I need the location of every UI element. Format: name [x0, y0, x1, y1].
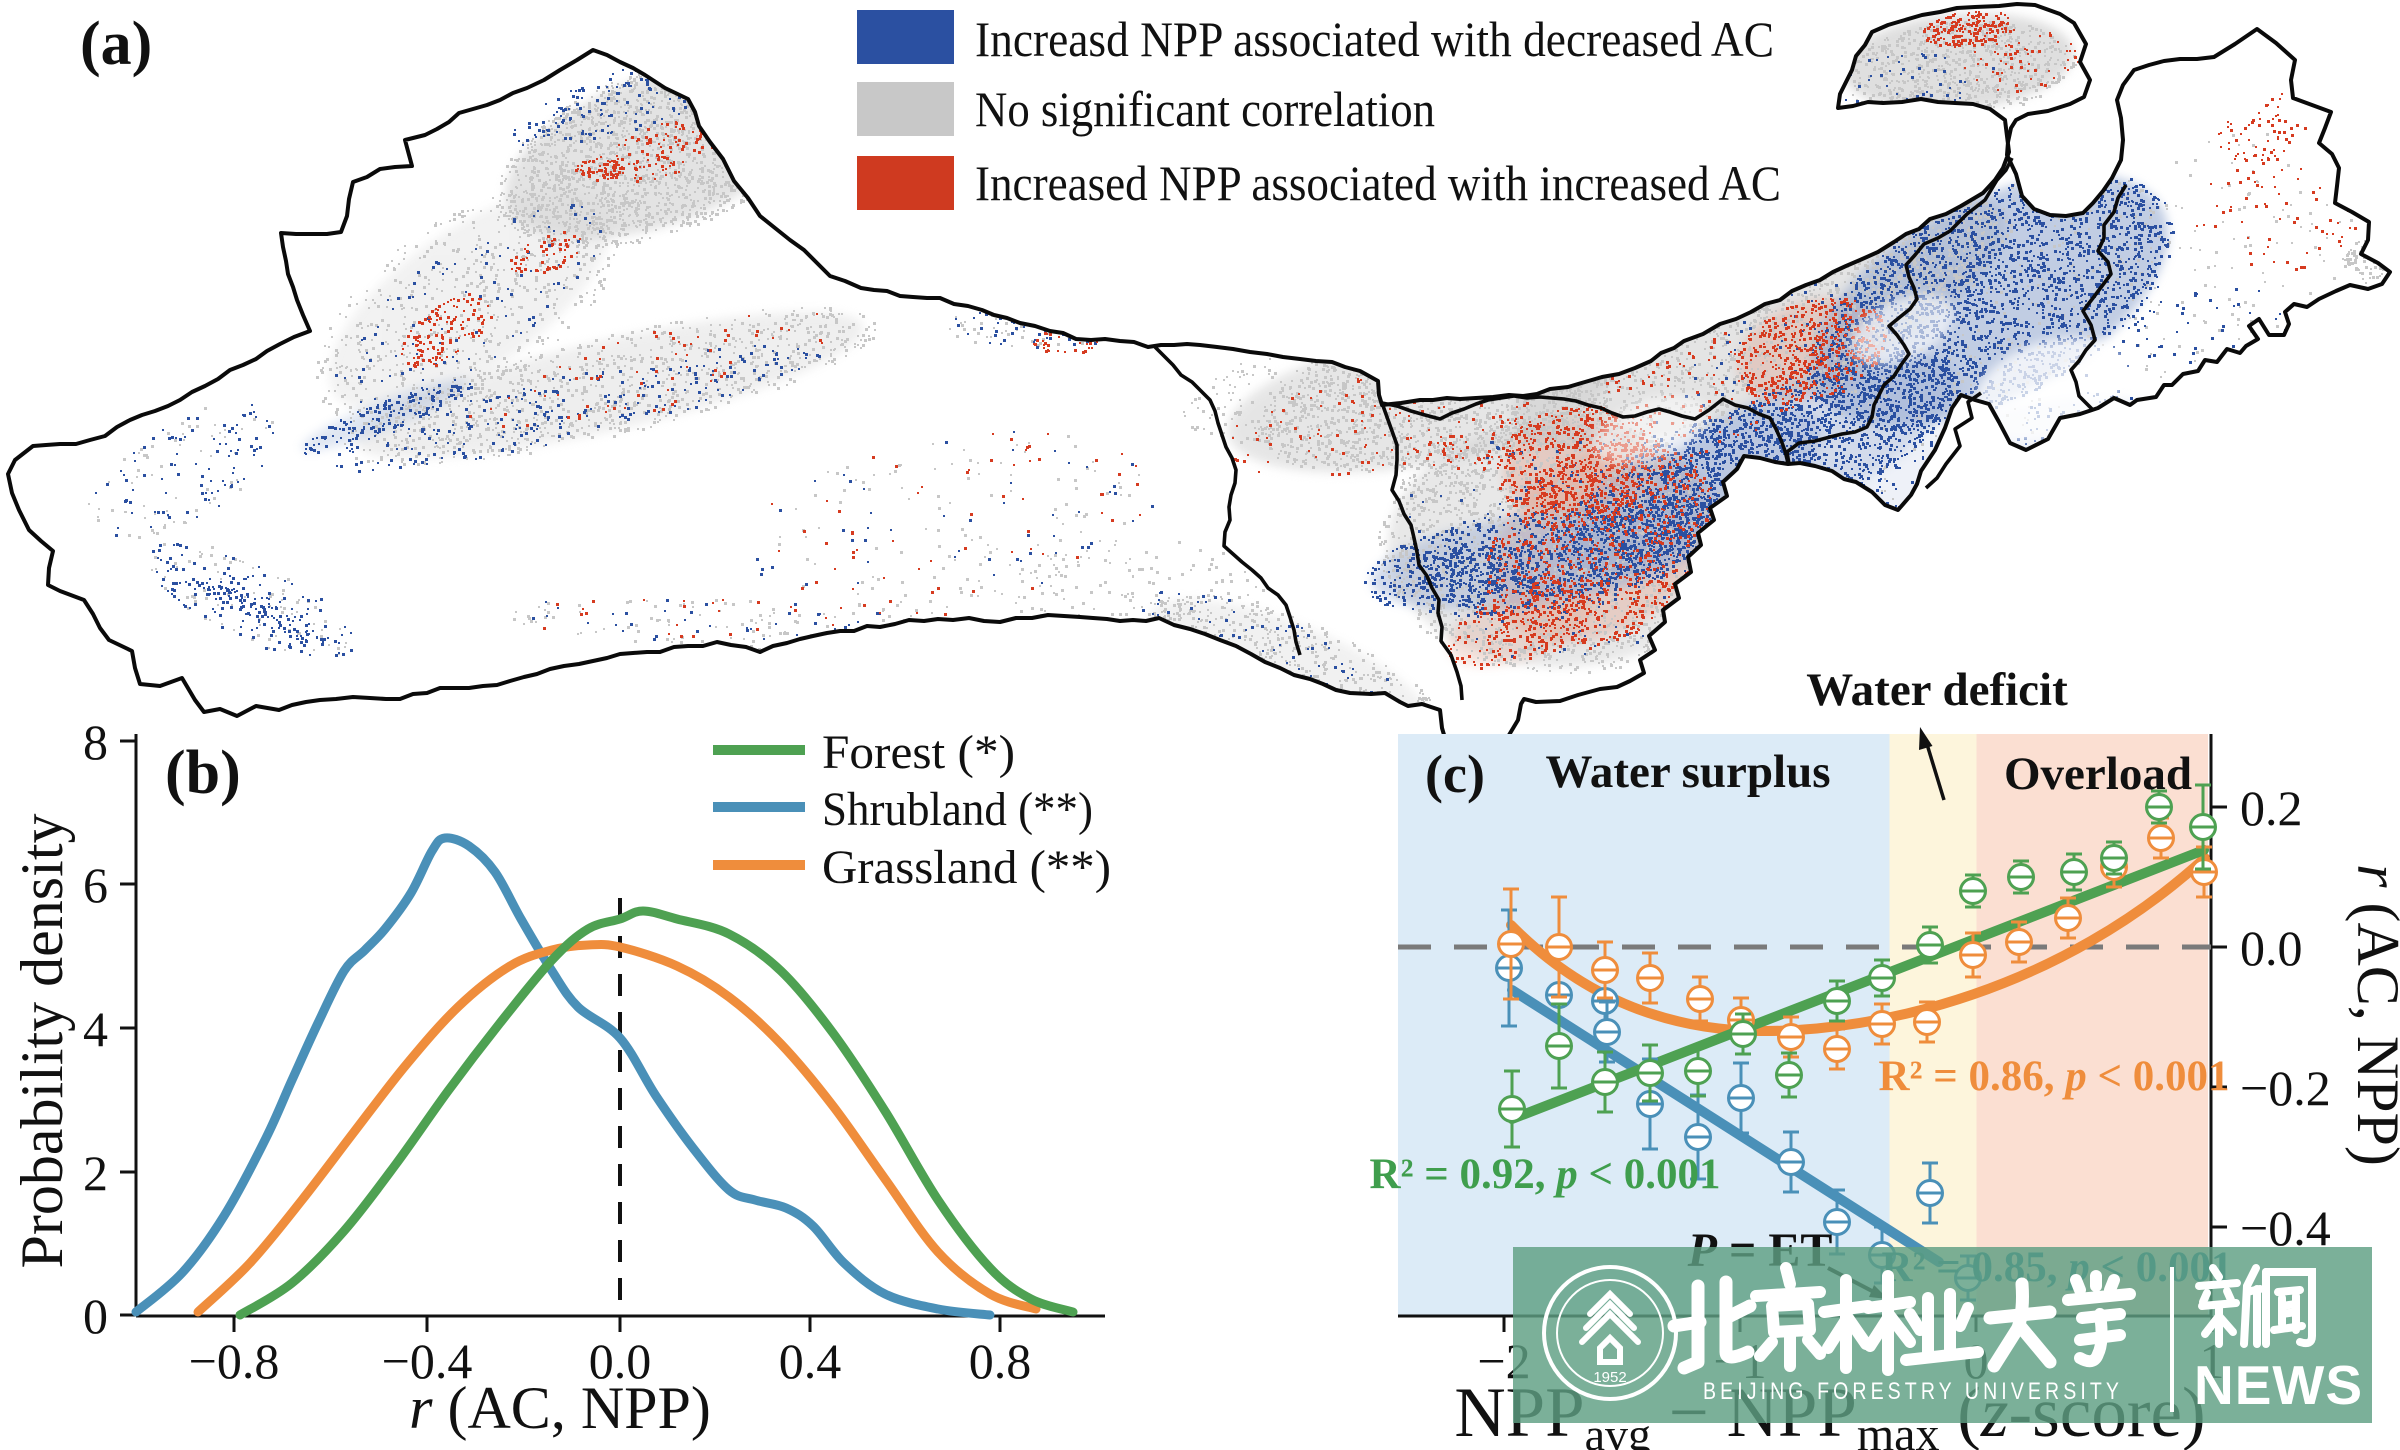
- svg-text:6: 6: [83, 857, 108, 913]
- svg-text:Probability density: Probability density: [9, 814, 75, 1269]
- svg-text:0.0: 0.0: [2240, 920, 2303, 976]
- svg-text:No significant correlation: No significant correlation: [975, 81, 1435, 137]
- svg-text:r (AC, NPP): r (AC, NPP): [409, 1375, 711, 1441]
- svg-text:R² = 0.92, p < 0.001: R² = 0.92, p < 0.001: [1370, 1151, 1721, 1198]
- svg-text:0.2: 0.2: [2240, 780, 2303, 836]
- svg-text:r (AC, NPP): r (AC, NPP): [2345, 864, 2400, 1166]
- svg-text:Forest (*): Forest (*): [822, 726, 1015, 779]
- svg-text:BEIJING FORESTRY UNIVERSITY: BEIJING FORESTRY UNIVERSITY: [1703, 1378, 2123, 1405]
- svg-text:Water deficit: Water deficit: [1806, 664, 2068, 716]
- svg-text:(a): (a): [80, 10, 152, 78]
- svg-text:0.4: 0.4: [779, 1333, 842, 1389]
- svg-text:8: 8: [83, 714, 108, 770]
- svg-text:Overload: Overload: [2004, 748, 2192, 800]
- svg-text:2: 2: [83, 1145, 108, 1201]
- svg-text:−0.4: −0.4: [2240, 1200, 2331, 1256]
- svg-text:−0.2: −0.2: [2240, 1060, 2331, 1116]
- svg-text:Increased NPP associated with: Increased NPP associated with increased …: [975, 155, 1781, 211]
- svg-text:4: 4: [83, 1001, 108, 1057]
- svg-text:−0.4: −0.4: [382, 1333, 473, 1389]
- svg-text:1952: 1952: [1593, 1369, 1626, 1386]
- svg-text:0: 0: [83, 1288, 108, 1344]
- svg-text:(c): (c): [1425, 744, 1485, 804]
- svg-text:Grassland (**): Grassland (**): [822, 841, 1111, 894]
- svg-text:Shrubland (**): Shrubland (**): [822, 783, 1093, 836]
- svg-text:−0.8: −0.8: [189, 1333, 280, 1389]
- svg-text:0.0: 0.0: [589, 1333, 652, 1389]
- svg-text:0.8: 0.8: [969, 1333, 1032, 1389]
- svg-text:Increasd NPP associated with d: Increasd NPP associated with decreased A…: [975, 11, 1774, 67]
- svg-text:Water surplus: Water surplus: [1545, 746, 1830, 798]
- svg-text:(b): (b): [165, 739, 241, 807]
- svg-text:NEWS: NEWS: [2194, 1354, 2363, 1416]
- svg-text:R² = 0.86, p < 0.001: R² = 0.86, p < 0.001: [1879, 1053, 2230, 1100]
